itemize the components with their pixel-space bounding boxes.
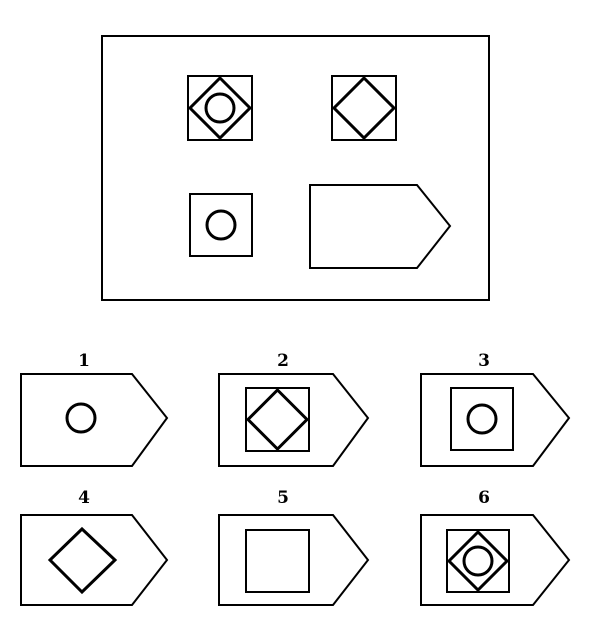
option-1[interactable]: 1 [20, 351, 169, 467]
diamond-shape [187, 75, 253, 141]
matrix-cell-r1c1 [187, 75, 253, 141]
diamond-shape [245, 387, 310, 452]
circle-shape [462, 545, 494, 577]
matrix-cell-r2c1 [189, 193, 253, 257]
option-6[interactable]: 6 [420, 488, 571, 606]
pentagon-shape [20, 373, 169, 467]
pentagon-shape [420, 373, 571, 467]
pentagon-shape [218, 514, 370, 606]
option-label: 2 [277, 351, 289, 371]
option-label: 3 [478, 351, 490, 371]
matrix-cell-r2c2 [309, 184, 452, 269]
option-2[interactable]: 2 [218, 351, 370, 467]
square-shape [189, 193, 253, 257]
square-shape [187, 75, 253, 141]
square-shape [245, 387, 310, 452]
option-label: 6 [478, 488, 490, 508]
option-label: 4 [78, 488, 90, 508]
circle-shape [205, 209, 237, 241]
option-label: 5 [277, 488, 289, 508]
option-3[interactable]: 3 [420, 351, 571, 467]
circle-shape [204, 92, 236, 124]
pentagon-shape [420, 514, 571, 606]
square-shape [331, 75, 397, 141]
option-label: 1 [78, 351, 90, 371]
matrix-cell-r1c2 [331, 75, 397, 141]
option-5[interactable]: 5 [218, 488, 370, 606]
pentagon-shape [20, 514, 169, 606]
square-shape [245, 529, 310, 593]
matrix-frame [101, 35, 490, 301]
circle-shape [466, 403, 498, 435]
option-4[interactable]: 4 [20, 488, 169, 606]
square-shape [450, 387, 514, 451]
diamond-shape [331, 75, 397, 141]
pentagon-shape [309, 184, 452, 269]
diamond-shape [47, 526, 118, 595]
square-shape [446, 529, 510, 593]
pentagon-shape [218, 373, 370, 467]
diamond-shape [446, 529, 510, 593]
circle-shape [65, 402, 97, 434]
